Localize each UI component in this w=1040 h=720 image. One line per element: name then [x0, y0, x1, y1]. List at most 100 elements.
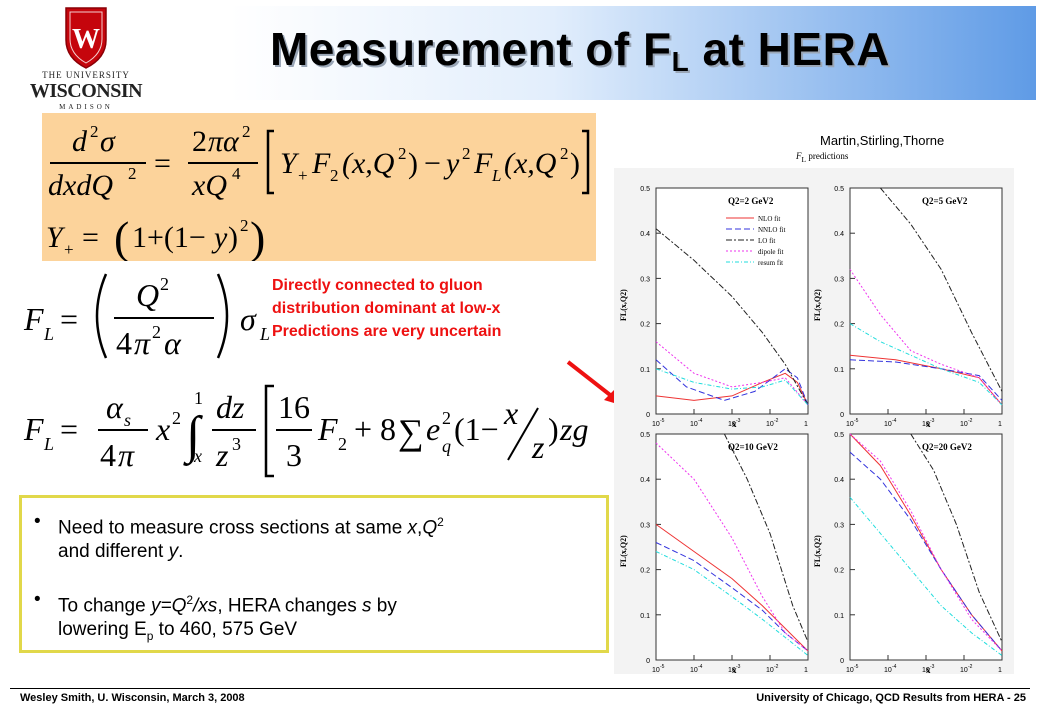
x-tick-label: 10	[922, 421, 930, 428]
prediction-curve	[655, 228, 809, 406]
svg-text:=: =	[82, 221, 99, 254]
svg-text:2: 2	[398, 144, 407, 163]
svg-text:2: 2	[462, 144, 471, 163]
x-tick-label: 10	[766, 421, 774, 428]
y-tick-label: 0.3	[640, 522, 650, 529]
slide-title: Measurement of FL at HERA	[269, 23, 891, 77]
x-tick-label: 10	[652, 667, 660, 674]
bullet-box: • Need to measure cross sections at same…	[19, 495, 609, 653]
svg-text:σ: σ	[240, 301, 257, 337]
panel-frame	[849, 433, 1003, 661]
x-tick-exponent: -2	[774, 418, 779, 424]
x-tick-label: 10	[690, 421, 698, 428]
x-tick-label: 1	[804, 667, 808, 674]
svg-text:2: 2	[240, 216, 249, 235]
svg-text:x: x	[193, 446, 202, 466]
panel-frame	[655, 187, 809, 415]
x-tick-label: 10	[884, 421, 892, 428]
x-tick-exponent: -4	[892, 418, 897, 424]
svg-text:π: π	[118, 437, 135, 473]
svg-text:F: F	[23, 411, 44, 447]
prediction-curve	[655, 341, 809, 406]
svg-text:2: 2	[152, 322, 161, 342]
x-tick-exponent: -5	[660, 418, 665, 424]
y-tick-label: 0.1	[640, 613, 650, 620]
y-tick-label: 0.1	[834, 613, 844, 620]
y-tick-label: 0.2	[640, 568, 650, 575]
gluon-annotation: Directly connected to gluon distribution …	[272, 277, 502, 340]
svg-text:∫: ∫	[183, 407, 203, 466]
x-tick-label: 1	[804, 421, 808, 428]
legend-entry: LO fit	[758, 237, 775, 245]
shield-icon: W	[65, 7, 107, 69]
prediction-curve	[849, 496, 1003, 656]
y-tick-label: 0.3	[834, 522, 844, 529]
svg-text:3: 3	[286, 437, 302, 473]
svg-text:W: W	[72, 24, 100, 55]
svg-text:2: 2	[338, 434, 347, 454]
svg-text:z: z	[215, 437, 229, 473]
svg-text:(1−: (1−	[454, 411, 499, 447]
y-axis-label: FL(x,Q2)	[619, 289, 628, 321]
plot-credit: Martin,Stirling,Thorne	[820, 133, 945, 148]
svg-text:y: y	[443, 147, 460, 180]
prediction-curve	[655, 359, 809, 406]
svg-text:=: =	[60, 411, 78, 447]
svg-text:α: α	[106, 389, 124, 425]
x-tick-exponent: -2	[774, 664, 779, 670]
y-tick-label: 0.3	[834, 276, 844, 283]
y-tick-label: 0.2	[834, 322, 844, 329]
svg-text:F: F	[473, 147, 493, 180]
legend-entry: NLO fit	[758, 215, 780, 223]
svg-text:): )	[408, 147, 418, 180]
x-tick-label: 10	[728, 421, 736, 428]
x-tick-exponent: -5	[854, 418, 859, 424]
svg-text:α: α	[164, 325, 182, 361]
svg-text:π: π	[134, 325, 151, 361]
svg-text:L: L	[43, 324, 54, 344]
svg-text:∑: ∑	[398, 412, 424, 452]
prediction-curve	[910, 433, 1003, 643]
svg-text:): )	[250, 212, 265, 261]
x-tick-exponent: -3	[736, 418, 741, 424]
panel-q2-label: Q2=2 GeV2	[728, 196, 774, 206]
plot-header: FL predictions	[796, 151, 849, 164]
svg-text:+ 8: + 8	[354, 411, 396, 447]
footer-page-info: University of Chicago, QCD Results from …	[756, 692, 1026, 704]
y-tick-label: 0	[840, 658, 844, 665]
footer-divider	[10, 688, 1030, 689]
x-tick-label: 10	[960, 667, 968, 674]
x-tick-label: 1	[998, 421, 1002, 428]
y-tick-label: 0.1	[834, 367, 844, 374]
x-tick-exponent: -3	[930, 418, 935, 424]
svg-text:1+(1−: 1+(1−	[132, 221, 206, 254]
y-axis-label: FL(x,Q2)	[813, 289, 822, 321]
svg-text:Y: Y	[280, 147, 300, 180]
x-axis-label: x	[732, 419, 737, 429]
y-tick-label: 0.5	[640, 432, 650, 439]
svg-text:dz: dz	[216, 389, 245, 425]
x-tick-label: 10	[690, 667, 698, 674]
svg-text:1: 1	[194, 388, 203, 408]
x-tick-exponent: -2	[968, 664, 973, 670]
svg-text:L: L	[259, 324, 270, 344]
bullet-dot-icon: •	[34, 589, 41, 610]
svg-text:x: x	[155, 411, 170, 447]
panel-frame	[849, 187, 1003, 415]
svg-text:Y: Y	[46, 221, 66, 254]
svg-text:x: x	[503, 395, 518, 431]
prediction-curve	[849, 269, 1003, 406]
svg-text:): )	[548, 411, 559, 447]
svg-text:=: =	[60, 301, 78, 337]
x-tick-label: 10	[884, 667, 892, 674]
y-tick-label: 0.5	[640, 186, 650, 193]
x-tick-exponent: -3	[930, 664, 935, 670]
x-tick-label: 10	[652, 421, 660, 428]
svg-text:3: 3	[232, 434, 241, 454]
y-tick-label: 0.5	[834, 186, 844, 193]
